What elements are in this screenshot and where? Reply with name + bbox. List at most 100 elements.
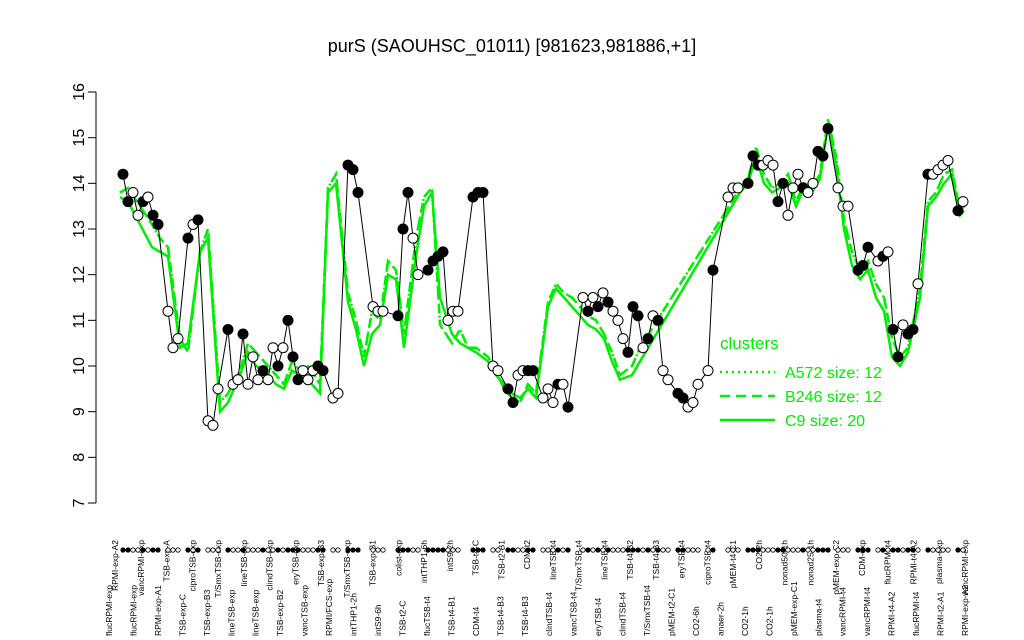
strip-dot [825,547,831,553]
x-label-top: ciproTSB-t4 [702,540,712,585]
x-label-bottom: vancTSB-exp [300,585,310,636]
strip-dot [255,547,261,553]
strip-dot [805,547,811,553]
data-point [347,164,359,176]
x-label-bottom: flucTSB-t4 [422,596,432,636]
strip-dot [865,547,871,553]
strip-dot [750,547,756,553]
strip-dot [450,547,456,553]
strip-dot [880,547,886,553]
data-point [822,123,834,135]
x-label-top: intS9-2h [445,540,455,572]
data-point [287,351,299,363]
data-point [557,378,569,390]
strip-dot [765,547,771,553]
strip-dot [630,547,636,553]
strip-dot [175,547,181,553]
x-label-bottom: pMEM-t2-C1 [667,588,677,636]
strip-dot [305,547,311,553]
x-label-top: clindTSB-exp [265,540,275,591]
data-point [352,186,364,198]
strip-dot [655,547,661,553]
data-point [407,232,419,244]
strip-dot [165,547,171,553]
strip-dot [915,547,921,553]
data-point [257,365,269,377]
data-point [582,305,594,317]
legend-label-c9: C9 size: 20 [785,413,865,430]
x-label-bottom: clindTSB-t4 [618,592,628,636]
x-label-top: RPMI-exp-A2 [110,540,120,591]
x-label-top: ciproTSB-exp [187,540,197,592]
x-label-bottom: CO2-1h [740,606,750,636]
x-label-top: flucRPMI-t4 [883,540,893,585]
strip-dot [960,547,966,553]
strip-dot [410,547,416,553]
strip-dot [635,547,641,553]
data-point [412,269,424,281]
strip-dot [135,547,141,553]
data-point [702,365,714,377]
cluster-strip [120,547,966,553]
data-point [722,191,734,203]
data-point [662,374,674,386]
data-point [942,155,954,166]
x-label-bottom: CO2-6h [691,606,701,636]
data-point [622,346,634,358]
strip-dot [955,547,961,553]
strip-dot [335,547,341,553]
strip-dot [835,547,841,553]
x-label-bottom: RPMI-t2-A1 [936,591,946,636]
data-point [392,310,404,322]
data-point [537,392,549,404]
legend: clusters A572 size: 12 B246 size: 12 C9 … [720,334,882,430]
strip-dot [120,547,126,553]
x-label-top: intTHP1-6h [419,540,429,583]
data-point [607,305,619,317]
data-point [222,323,234,335]
strip-dot [610,547,616,553]
strip-dot [355,547,361,553]
x-label-top: lineTSB-t4 [548,540,558,580]
data-point [237,328,249,340]
strip-dot [910,547,916,553]
data-point [687,397,699,409]
strip-dot [650,547,656,553]
x-label-bottom: TSB-exp-C [177,594,187,636]
x-label-bottom: T/SmxTSB-t4 [642,585,652,636]
x-label-bottom: lineTSB-exp [251,589,261,636]
data-point [192,214,204,226]
strip-dot [735,547,741,553]
strip-dot [260,547,266,553]
strip-dot [540,547,546,553]
data-point [692,378,704,390]
data-point [252,374,264,386]
strip-dot [210,547,216,553]
strip-dot [145,547,151,553]
strip-dot [675,547,681,553]
strip-dot [680,547,686,553]
data-point [562,401,574,413]
x-label-top: T/SmxTSB-exp [342,540,352,598]
strip-dot [275,547,281,553]
y-tick-label: 8 [71,453,88,462]
x-label-top: pMEM-t4-C1 [728,540,738,588]
x-label-bottom: intS9-6h [373,604,383,636]
strip-dot [230,547,236,553]
data-point [897,319,909,331]
data-point [527,365,539,377]
data-point [542,383,554,395]
x-label-bottom: vancRPMI-t4 [838,587,848,636]
strip-dot [400,547,406,553]
strip-dot [150,547,156,553]
data-point [832,182,844,194]
x-label-bottom: eryTSB-t4 [593,597,603,636]
strip-dot [415,547,421,553]
data-point [627,301,639,313]
x-label-top: T/SmxTSB-t4 [574,540,584,591]
strip-dot [945,547,951,553]
strip-dot [780,547,786,553]
x-label-top: vancRPMI-exp [960,540,970,596]
x-labels: RPMI-exp-A2 vancRPMI-exp TSB-exp-A ciproTSB… [104,540,970,636]
y-tick-label: 7 [71,498,88,507]
